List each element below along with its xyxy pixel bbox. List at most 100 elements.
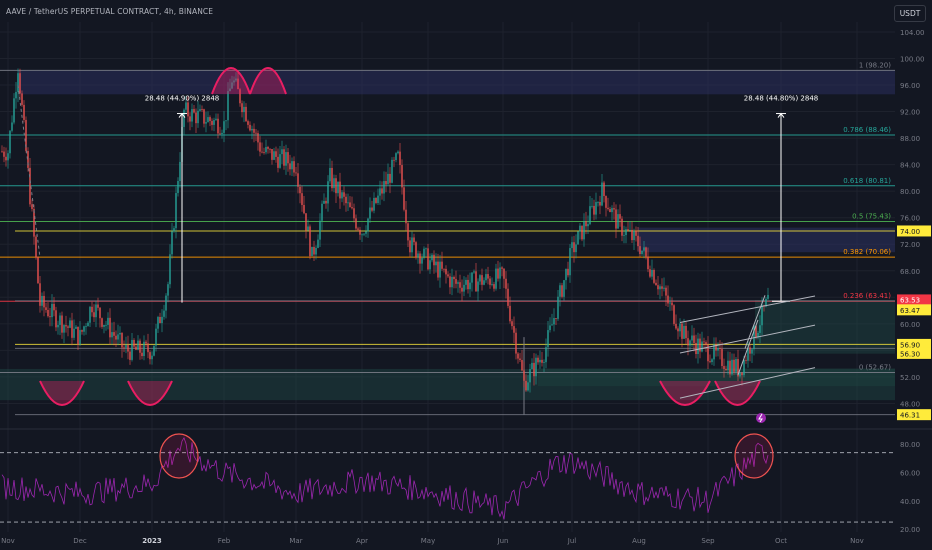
candle-body <box>325 200 327 204</box>
candle-body <box>533 362 535 377</box>
candle-body <box>103 324 105 327</box>
candle-body <box>3 151 5 157</box>
candle-body <box>667 295 669 304</box>
candle-body <box>307 226 309 231</box>
time-tick-1: Dec <box>73 537 87 545</box>
candle-body <box>155 328 157 346</box>
candle-body <box>61 315 63 333</box>
candle-body <box>29 167 31 205</box>
candle-body <box>573 242 575 253</box>
candle-body <box>727 360 729 371</box>
currency-button[interactable]: USDT <box>894 5 926 22</box>
candle-body <box>85 326 87 328</box>
wedge-line-2 <box>737 319 759 376</box>
candle-body <box>269 148 271 150</box>
candle-body <box>513 326 515 333</box>
candle-body <box>435 261 437 266</box>
candle-body <box>125 345 127 348</box>
candle-body <box>405 209 407 224</box>
candle-body <box>659 286 661 290</box>
candle-body <box>515 332 517 354</box>
candle-body <box>341 192 343 199</box>
candle-body <box>173 228 175 232</box>
candle-body <box>539 359 541 363</box>
candle-body <box>33 208 35 237</box>
candle-body <box>371 207 373 211</box>
candle-body <box>207 117 209 123</box>
rsi-pane <box>0 433 895 523</box>
measure-right-arrow <box>777 112 785 118</box>
candle-body <box>247 121 249 125</box>
candle-body <box>205 122 207 124</box>
time-tick-6: May <box>421 537 435 545</box>
candle-body <box>645 247 647 257</box>
candle-body <box>557 296 559 319</box>
candle-body <box>165 295 167 311</box>
candle-body <box>149 352 151 360</box>
candle-body <box>333 178 335 189</box>
candle-body <box>9 130 11 154</box>
candle-body <box>497 268 499 279</box>
candle-body <box>213 120 215 125</box>
candle-body <box>581 225 583 240</box>
candle-body <box>43 295 45 308</box>
label-5690-bg <box>897 338 931 350</box>
candle-body <box>757 332 759 338</box>
candle-body <box>115 335 117 340</box>
candle-body <box>45 307 47 310</box>
candle-body <box>175 193 177 229</box>
time-tick-2: 2023 <box>142 537 162 545</box>
time-tick-0: Nov <box>1 537 15 545</box>
label-4631: 46.31 <box>900 412 920 420</box>
candle-body <box>401 165 403 188</box>
candle-body <box>671 302 673 306</box>
candle-body <box>387 173 389 185</box>
candle-body <box>279 154 281 168</box>
candle-body <box>471 272 473 283</box>
time-tick-3: Feb <box>218 537 231 545</box>
candle-body <box>375 197 377 203</box>
candle-body <box>197 110 199 124</box>
candle-body <box>151 355 153 360</box>
candle-body <box>359 229 361 235</box>
candle-body <box>381 188 383 194</box>
candle-body <box>235 78 237 81</box>
event-marker-icon <box>756 413 766 423</box>
candle-body <box>481 275 483 285</box>
candle-body <box>217 118 219 134</box>
candle-body <box>139 340 141 353</box>
candle-body <box>293 161 295 173</box>
price-tick-88: 88.00 <box>900 135 920 143</box>
candle-body <box>447 274 449 277</box>
candle-body <box>459 282 461 288</box>
candle-body <box>615 209 617 229</box>
candle-body <box>327 181 329 204</box>
candle-body <box>267 146 269 149</box>
price-tick-80: 80.00 <box>900 188 920 196</box>
candle-body <box>187 102 189 117</box>
candle-body <box>295 172 297 174</box>
candle-body <box>335 178 337 194</box>
candle-body <box>495 268 497 289</box>
time-tick-7: Jun <box>497 537 509 545</box>
candle-body <box>419 253 421 264</box>
candle-body <box>77 326 79 345</box>
candle-body <box>707 344 709 362</box>
candle-body <box>215 118 217 121</box>
candle-body <box>617 214 619 229</box>
price-tick-68: 68.00 <box>900 268 920 276</box>
candle-body <box>689 340 691 346</box>
candle-body <box>685 325 687 339</box>
candle-body <box>87 322 89 327</box>
candle-body <box>407 223 409 241</box>
candle-body <box>15 91 17 99</box>
candle-body <box>99 307 101 319</box>
candle-body <box>517 353 519 359</box>
wedge-line-1 <box>744 295 766 349</box>
candle-body <box>253 128 255 133</box>
candle-body <box>537 357 539 363</box>
candle-body <box>201 109 203 110</box>
candle-body <box>159 317 161 324</box>
candle-body <box>161 316 163 324</box>
